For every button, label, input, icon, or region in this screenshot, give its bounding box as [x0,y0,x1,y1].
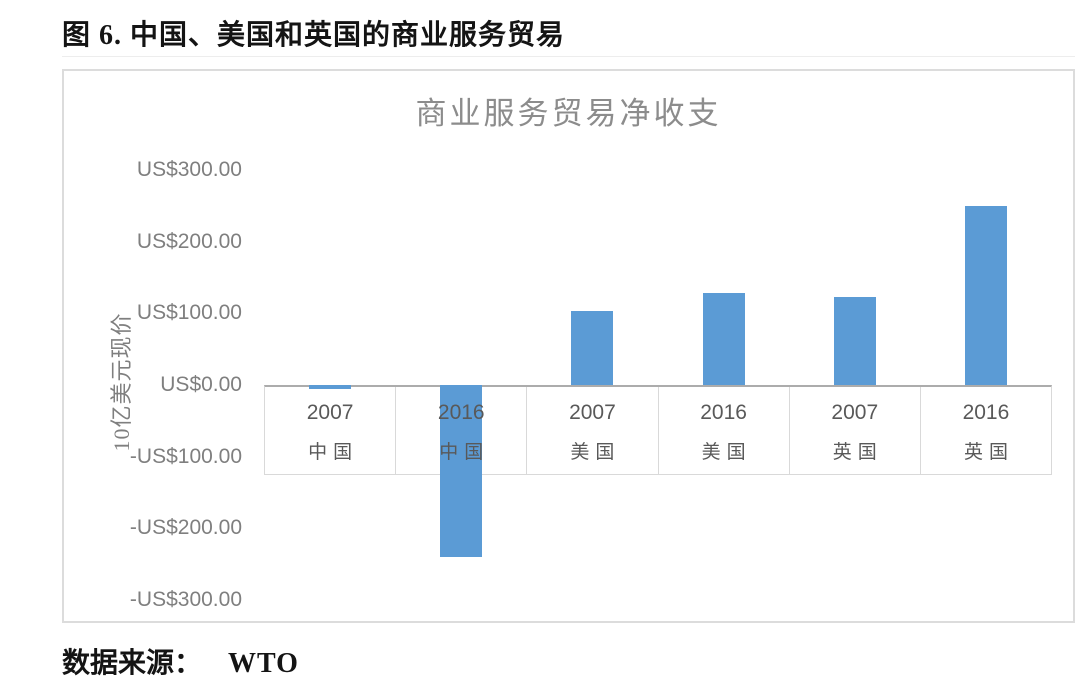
y-tick-label: US$0.00 [160,373,242,396]
category-country-label: 英国 [832,442,883,463]
y-tick-label: -US$200.00 [129,516,242,540]
category-cell: 2007 美国 [526,387,657,474]
chart-title: 商业服务贸易净收支 [415,96,722,131]
bar [308,385,351,389]
y-tick-label: -US$300.00 [129,588,242,611]
y-tick-label: US$100.00 [136,301,242,325]
category-year-label: 2007 [831,401,879,424]
category-cell: 2007 中国 [265,387,395,474]
category-cell: 2016 中国 [395,387,526,474]
category-year-label: 2016 [700,401,747,424]
category-band: 2007 中国 2016 中国 2007 美国 2016 美国 2007 英国 2016 英国 [264,385,1052,475]
y-tick-label: US$200.00 [136,229,242,253]
bar [965,205,1008,385]
category-year-label: 2007 [569,401,616,424]
category-country-label: 英国 [963,442,1014,463]
category-country-label: 美国 [701,442,752,463]
plot-area: 2007 中国 2016 中国 2007 美国 2016 美国 2007 英国 2016 英国 [264,170,1052,600]
y-tick-labels: US$300.00 US$200.00 US$100.00 US$0.00 -US$10… [64,158,242,611]
category-cell: 2016 美国 [657,387,789,474]
caption-divider [62,56,1075,57]
category-country-label: 中国 [308,442,359,463]
y-tick-label: -US$100.00 [129,444,242,468]
y-tick-label: US$300.00 [136,158,242,181]
bar [834,296,876,385]
data-source-label: 数据来源： [62,648,203,679]
category-year-label: 2016 [962,401,1010,424]
chart: 商业服务贸易净收支 10亿美元现价 US$300.00 US$200.00 US$1… [62,69,1075,623]
category-cell: 2007 英国 [788,387,920,474]
data-source-value: WTO [228,648,299,679]
category-cell: 2016 英国 [919,387,1051,474]
category-country-label: 中国 [439,442,490,463]
category-country-label: 美国 [570,442,621,463]
category-year-label: 2007 [306,401,354,424]
bar [571,311,614,385]
figure-caption: 图 6. 中国、美国和英国的商业服务贸易 [62,20,566,51]
category-year-label: 2016 [437,401,485,424]
bar [440,385,482,557]
bar [702,292,745,385]
data-source: 数据来源： WTO [62,641,299,681]
